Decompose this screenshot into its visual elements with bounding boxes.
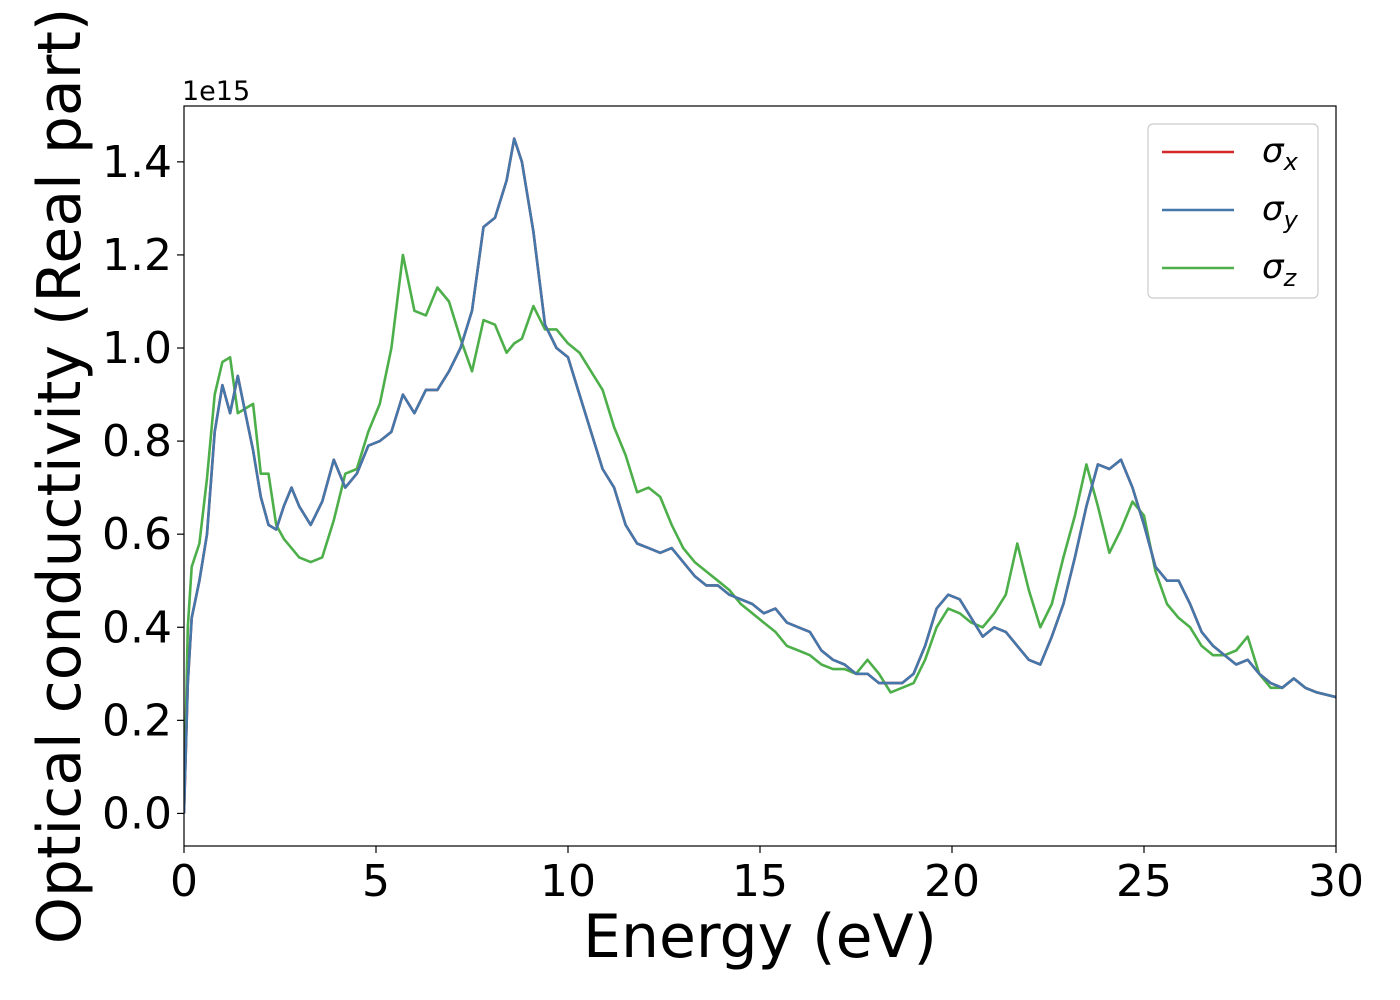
y-offset-text: 1e15 [182, 76, 250, 107]
y-tick-label: 1.2 [102, 230, 172, 281]
y-axis-title: Optical conductivity (Real part) [25, 8, 95, 945]
x-axis: 0 5 10 15 20 25 30 [170, 846, 1364, 907]
x-tick-label: 20 [924, 856, 980, 907]
y-tick-label: 0.2 [102, 695, 172, 746]
legend-symbol: σ [1262, 189, 1285, 229]
plot-area [184, 137, 1336, 814]
legend-label-z: σz [1262, 247, 1298, 292]
legend-symbol: σ [1262, 131, 1285, 171]
y-tick-label: 1.0 [102, 323, 172, 374]
x-tick-label: 25 [1116, 856, 1172, 907]
legend-label-x: σx [1262, 131, 1299, 176]
y-tick-label: 1.4 [102, 137, 172, 188]
x-tick-label: 10 [540, 856, 596, 907]
series-line-z [184, 253, 1336, 814]
x-tick-label: 5 [362, 856, 390, 907]
x-tick-label: 15 [732, 856, 788, 907]
x-axis-title: Energy (eV) [583, 902, 937, 972]
legend-subscript: z [1283, 264, 1298, 292]
y-tick-label: 0.4 [102, 602, 172, 653]
series-line-y [184, 137, 1336, 814]
x-tick-label: 0 [170, 856, 198, 907]
legend-subscript: x [1283, 148, 1299, 176]
y-tick-label: 0.8 [102, 416, 172, 467]
y-axis: 0.0 0.2 0.4 0.6 0.8 1.0 1.2 1.4 [102, 137, 184, 839]
x-tick-label: 30 [1308, 856, 1364, 907]
y-tick-label: 0.6 [102, 509, 172, 560]
y-tick-label: 0.0 [102, 788, 172, 839]
legend-subscript: y [1283, 206, 1299, 234]
legend-label-y: σy [1262, 189, 1299, 234]
legend-symbol: σ [1262, 247, 1285, 287]
